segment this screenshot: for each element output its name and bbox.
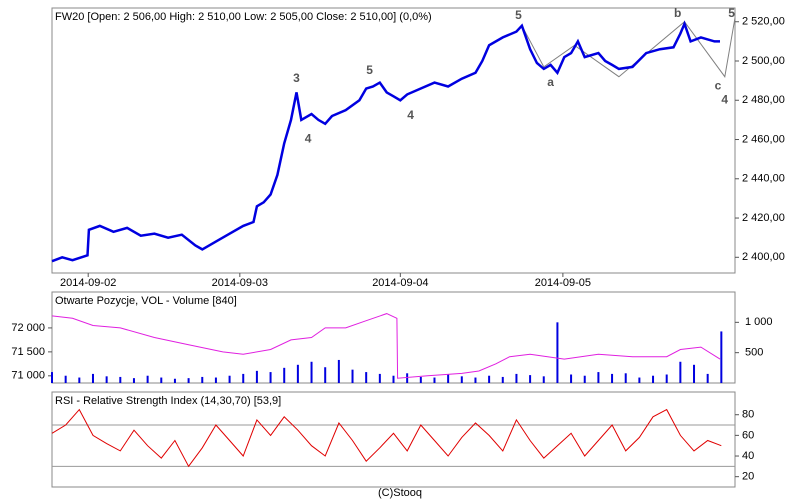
panel-frame (51, 7, 736, 274)
volume-bar (365, 372, 368, 383)
price-line (51, 20, 720, 263)
wave-label: c (715, 79, 722, 93)
y-tick-label: 20 (742, 471, 754, 483)
volume-bar (515, 373, 518, 383)
volume-bar (406, 373, 409, 383)
wave-label: 4 (721, 92, 728, 106)
y-tick-label: 72 000 (11, 322, 45, 334)
volume-bar (720, 331, 723, 383)
volume-bar (146, 375, 149, 383)
price-line (51, 313, 721, 379)
volume-bar (447, 374, 450, 383)
volume-bar (378, 373, 381, 383)
volume-bar (255, 370, 258, 383)
y-tick-label: 60 (742, 429, 754, 441)
y-tick-label: 2 520,00 (742, 16, 785, 28)
x-tick-label: 2014-09-02 (60, 277, 116, 289)
panel-frame (51, 391, 736, 488)
volume-bar (460, 376, 463, 383)
y-tick-label: 2 460,00 (742, 133, 785, 145)
panel-title: Otwarte Pozycje, VOL - Volume [840] (55, 295, 237, 307)
y-tick-label: 71 000 (11, 370, 45, 382)
volume-bar (624, 373, 627, 383)
volume-bar (132, 378, 135, 383)
volume-bar (296, 364, 299, 383)
x-tick-label: 2014-09-05 (535, 277, 591, 289)
y2-tick-label: 1 000 (745, 316, 773, 328)
volume-bar (529, 375, 532, 383)
wave-label: b (674, 6, 681, 20)
volume-bar (433, 377, 436, 383)
footer: (C)Stooq (378, 487, 422, 499)
volume-bar (283, 367, 286, 383)
wave-label: 3 (293, 71, 300, 85)
wave-line (521, 17, 736, 78)
volume-bar (611, 373, 614, 383)
y-tick-label: 2 500,00 (742, 55, 785, 67)
volume-bar (679, 361, 682, 383)
volume-bar (583, 375, 586, 383)
volume-bar (51, 372, 53, 383)
volume-bar (488, 375, 491, 383)
wave-label: a (547, 75, 554, 89)
wave-label: 4 (407, 108, 414, 122)
y-tick-label: 80 (742, 409, 754, 421)
volume-bar (419, 376, 422, 383)
volume-bar (556, 322, 559, 383)
volume-bar (105, 376, 108, 383)
price-line (51, 408, 722, 468)
y-tick-label: 2 440,00 (742, 173, 785, 185)
wave-label: 5 (515, 8, 522, 22)
volume-bar (638, 377, 641, 383)
volume-bar (187, 378, 190, 383)
volume-bar (78, 377, 81, 383)
volume-bar (665, 374, 668, 383)
y-tick-label: 2 400,00 (742, 251, 785, 263)
volume-bar (201, 376, 204, 383)
volume-bar (706, 373, 709, 383)
volume-bar (214, 377, 217, 383)
volume-bar (269, 372, 272, 383)
y2-tick-label: 500 (745, 347, 763, 359)
panel-title: FW20 [Open: 2 506,00 High: 2 510,00 Low:… (55, 11, 432, 23)
volume-bar (242, 373, 245, 383)
wave-label: 4 (305, 132, 312, 146)
volume-bar (324, 367, 327, 383)
volume-bar (652, 375, 655, 383)
panel-title: RSI - Relative Strength Index (14,30,70)… (55, 395, 281, 407)
x-tick-label: 2014-09-03 (212, 277, 268, 289)
volume-bar (310, 361, 313, 383)
y-tick-label: 2 480,00 (742, 94, 785, 106)
y-tick-label: 2 420,00 (742, 212, 785, 224)
volume-bar (64, 375, 67, 383)
volume-bar (173, 378, 176, 383)
volume-bar (597, 372, 600, 383)
volume-bar (351, 369, 354, 383)
volume-bar (119, 376, 122, 383)
volume-bar (474, 377, 477, 383)
volume-bar (392, 375, 395, 383)
volume-bar (337, 359, 340, 383)
y-tick-label: 71 500 (11, 346, 45, 358)
volume-bar (91, 373, 94, 383)
x-tick-label: 2014-09-04 (372, 277, 428, 289)
panel-frame (51, 291, 736, 384)
volume-bar (501, 376, 504, 383)
wave-label: 5 (366, 63, 373, 77)
wave-label: 5 (728, 6, 735, 20)
volume-bar (570, 374, 573, 383)
volume-bar (228, 375, 231, 383)
volume-bar (693, 364, 696, 383)
volume-bar (542, 376, 545, 383)
y-tick-label: 40 (742, 450, 754, 462)
volume-bar (160, 377, 163, 383)
